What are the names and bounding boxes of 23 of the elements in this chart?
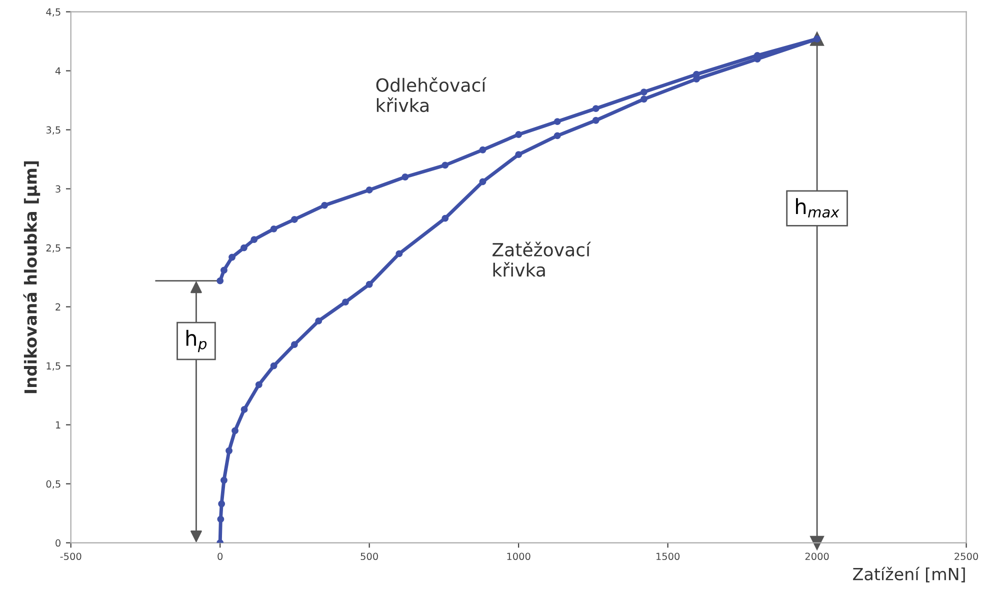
y-tick-label: 2 [56, 303, 60, 310]
y-tick-label: 4 [55, 67, 61, 74]
x-tick-label: 2000 [805, 552, 829, 560]
x-axis-title: Zatížení [mN] [853, 566, 965, 582]
annotation: Zatěžovací křivka [492, 242, 592, 277]
x-tick-label: -500 [60, 552, 82, 560]
annotation: h$_{p}$ [186, 330, 207, 352]
y-tick-label: 4,5 [46, 8, 60, 17]
y-tick-label: 0 [56, 539, 60, 547]
y-tick-label: 1 [56, 421, 60, 428]
x-tick-label: 1000 [507, 552, 530, 560]
annotation: Odlehčovací křivka [376, 77, 487, 112]
y-tick-label: 3 [56, 185, 60, 193]
annotation: h$_{max}$ [796, 198, 840, 218]
x-tick-label: 1500 [656, 552, 680, 560]
y-tick-label: 2,5 [46, 244, 60, 253]
y-tick-label: 0,5 [46, 480, 60, 489]
y-tick-label: 3,5 [46, 126, 60, 135]
y-tick-label: 1,5 [46, 362, 60, 371]
x-tick-label: 500 [360, 552, 378, 560]
x-tick-label: 0 [218, 552, 223, 560]
y-axis-title: Indikovaná hloubka [µm] [23, 161, 40, 394]
x-tick-label: 2500 [954, 552, 978, 560]
